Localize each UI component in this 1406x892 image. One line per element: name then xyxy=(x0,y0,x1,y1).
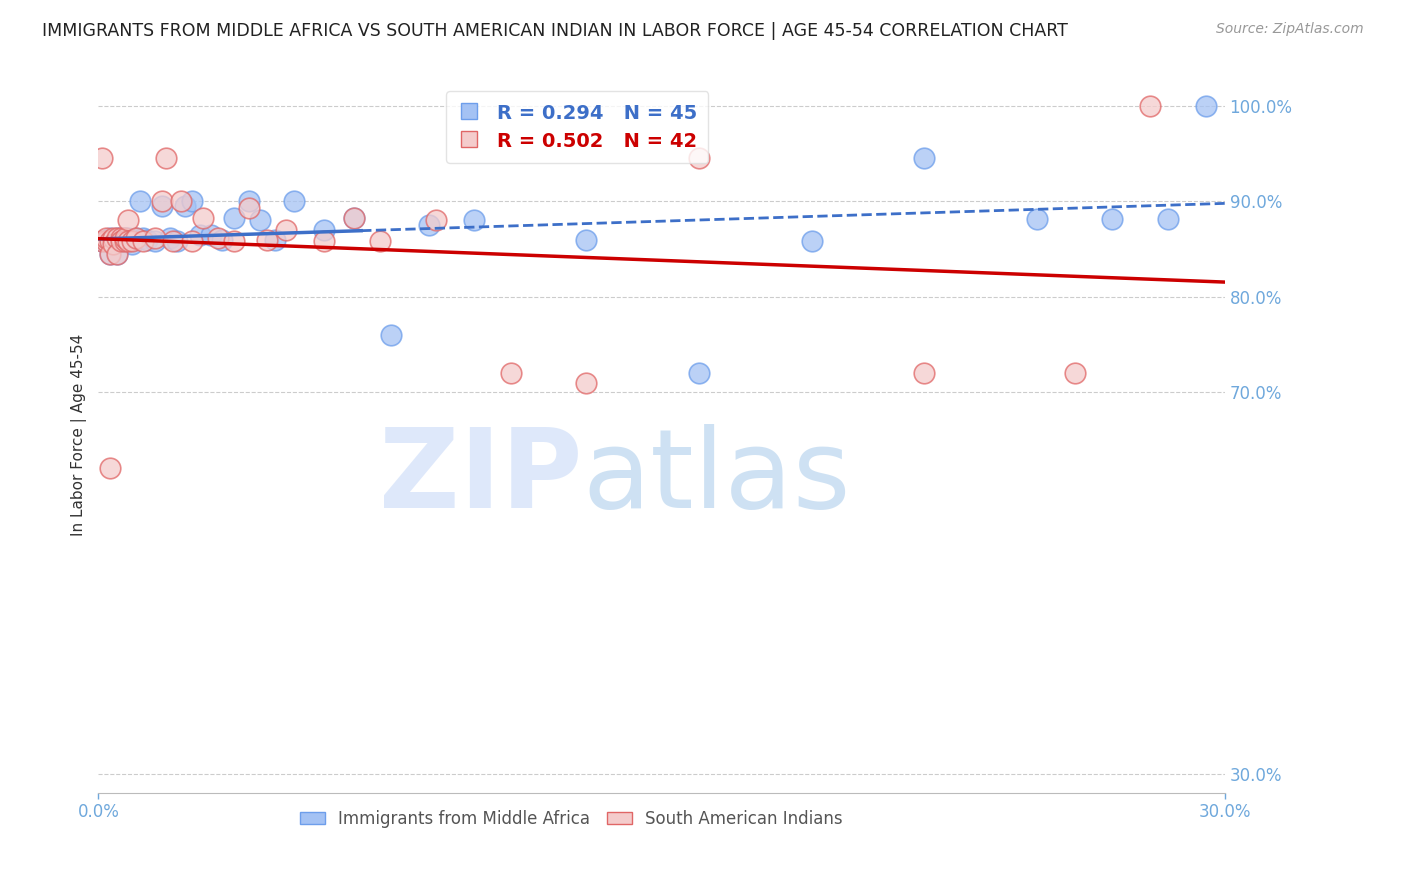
Point xyxy=(688,151,710,165)
Point xyxy=(103,235,125,249)
Point xyxy=(418,219,440,233)
Point xyxy=(114,230,136,244)
Point xyxy=(312,223,335,237)
Point xyxy=(343,211,366,225)
Point xyxy=(274,223,297,237)
Point xyxy=(103,230,125,244)
Point xyxy=(1101,211,1123,226)
Text: IMMIGRANTS FROM MIDDLE AFRICA VS SOUTH AMERICAN INDIAN IN LABOR FORCE | AGE 45-5: IMMIGRANTS FROM MIDDLE AFRICA VS SOUTH A… xyxy=(42,22,1069,40)
Point xyxy=(103,237,125,252)
Point xyxy=(170,194,193,209)
Point xyxy=(425,213,447,227)
Point xyxy=(114,235,136,249)
Point xyxy=(105,247,128,261)
Point xyxy=(159,230,181,244)
Point xyxy=(222,235,245,249)
Text: ZIP: ZIP xyxy=(380,425,582,532)
Point xyxy=(238,194,260,209)
Point xyxy=(166,235,188,249)
Legend: Immigrants from Middle Africa, South American Indians: Immigrants from Middle Africa, South Ame… xyxy=(294,803,849,834)
Point xyxy=(110,230,132,244)
Point xyxy=(98,230,121,244)
Point xyxy=(249,213,271,227)
Point xyxy=(463,213,485,227)
Point xyxy=(125,230,148,244)
Point xyxy=(188,227,211,242)
Point xyxy=(91,235,114,249)
Point xyxy=(105,230,128,244)
Point xyxy=(105,247,128,261)
Point xyxy=(222,211,245,225)
Point xyxy=(150,199,173,213)
Point xyxy=(117,213,139,227)
Point xyxy=(150,194,173,209)
Point xyxy=(91,235,114,249)
Point xyxy=(98,247,121,261)
Point xyxy=(94,235,117,249)
Point xyxy=(1195,99,1218,113)
Y-axis label: In Labor Force | Age 45-54: In Labor Force | Age 45-54 xyxy=(72,334,87,536)
Point xyxy=(143,230,166,244)
Point xyxy=(181,235,204,249)
Point xyxy=(162,235,184,249)
Point xyxy=(94,230,117,244)
Text: atlas: atlas xyxy=(582,425,851,532)
Point xyxy=(312,235,335,249)
Point xyxy=(688,366,710,380)
Point xyxy=(1063,366,1085,380)
Point xyxy=(121,233,143,247)
Point xyxy=(110,230,132,244)
Point xyxy=(575,376,598,390)
Point xyxy=(98,461,121,475)
Point xyxy=(283,194,305,209)
Point xyxy=(207,230,229,244)
Point xyxy=(800,235,823,249)
Point xyxy=(121,237,143,252)
Point xyxy=(94,235,117,249)
Point xyxy=(98,247,121,261)
Point xyxy=(121,235,143,249)
Point xyxy=(105,230,128,244)
Point xyxy=(110,235,132,249)
Point xyxy=(200,227,222,242)
Point xyxy=(125,230,148,244)
Point xyxy=(181,194,204,209)
Point xyxy=(117,230,139,244)
Point xyxy=(110,235,132,249)
Point xyxy=(136,233,159,247)
Point xyxy=(380,327,402,342)
Point xyxy=(132,230,155,244)
Point xyxy=(1139,99,1161,113)
Point xyxy=(114,235,136,249)
Point xyxy=(155,152,177,166)
Point xyxy=(1026,211,1049,226)
Point xyxy=(128,194,150,209)
Point xyxy=(912,366,935,380)
Point xyxy=(173,199,195,213)
Point xyxy=(575,233,598,247)
Point xyxy=(98,235,121,249)
Point xyxy=(193,211,215,225)
Text: Source: ZipAtlas.com: Source: ZipAtlas.com xyxy=(1216,22,1364,37)
Point xyxy=(256,233,278,247)
Point xyxy=(343,211,366,225)
Point xyxy=(117,235,139,249)
Point xyxy=(912,151,935,165)
Point xyxy=(368,235,391,249)
Point xyxy=(501,366,523,380)
Point xyxy=(1157,211,1180,226)
Point xyxy=(114,230,136,244)
Point xyxy=(211,233,233,247)
Point xyxy=(238,201,260,215)
Point xyxy=(91,152,114,166)
Point xyxy=(132,235,155,249)
Point xyxy=(143,235,166,249)
Point xyxy=(263,233,285,247)
